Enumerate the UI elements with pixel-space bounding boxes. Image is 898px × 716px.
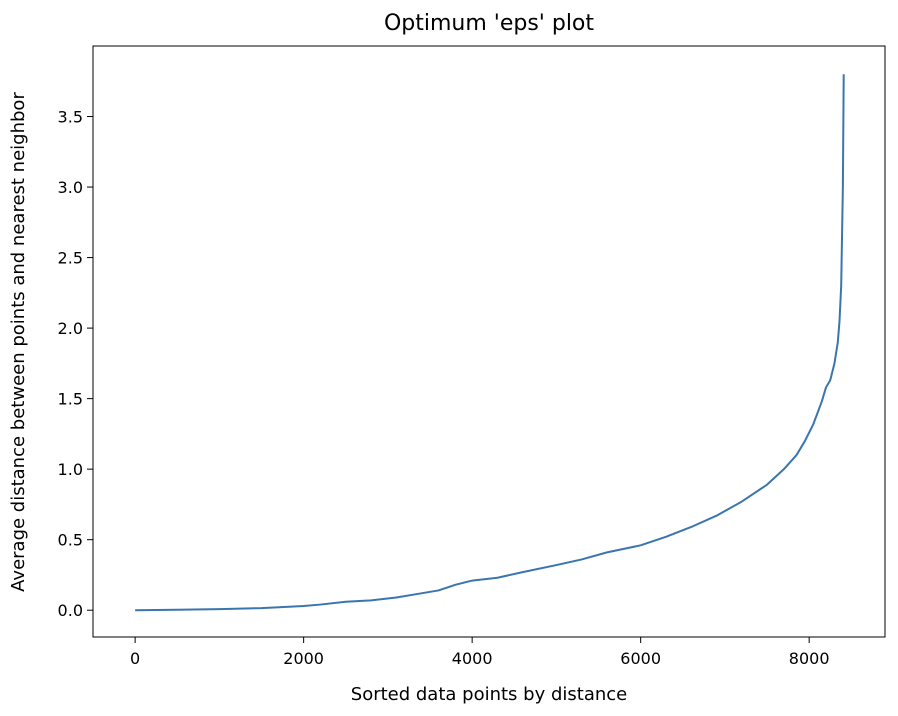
- y-axis-label: Average distance between points and near…: [8, 92, 29, 592]
- y-tick-label: 0.0: [58, 601, 83, 620]
- x-tick-label: 0: [130, 649, 140, 668]
- chart-title: Optimum 'eps' plot: [384, 11, 594, 36]
- y-tick-label: 2.0: [58, 319, 83, 338]
- y-tick-label: 1.5: [58, 390, 83, 409]
- x-axis-label: Sorted data points by distance: [351, 684, 627, 705]
- x-tick-label: 8000: [789, 649, 830, 668]
- x-tick-label: 6000: [620, 649, 661, 668]
- x-axis-ticks: 0 2000 4000 6000 8000: [130, 637, 830, 668]
- y-tick-label: 3.0: [58, 178, 83, 197]
- plot-background: [93, 46, 885, 637]
- y-tick-label: 2.5: [58, 249, 83, 268]
- y-axis-ticks: 0.0 0.5 1.0 1.5 2.0 2.5 3.0 3.5: [58, 108, 93, 620]
- x-tick-label: 4000: [452, 649, 493, 668]
- y-tick-label: 0.5: [58, 531, 83, 550]
- y-tick-label: 1.0: [58, 460, 83, 479]
- x-tick-label: 2000: [283, 649, 324, 668]
- y-tick-label: 3.5: [58, 108, 83, 127]
- series-line-0: [135, 74, 845, 612]
- series-layer: [135, 74, 845, 612]
- plot-frame: [92, 45, 886, 638]
